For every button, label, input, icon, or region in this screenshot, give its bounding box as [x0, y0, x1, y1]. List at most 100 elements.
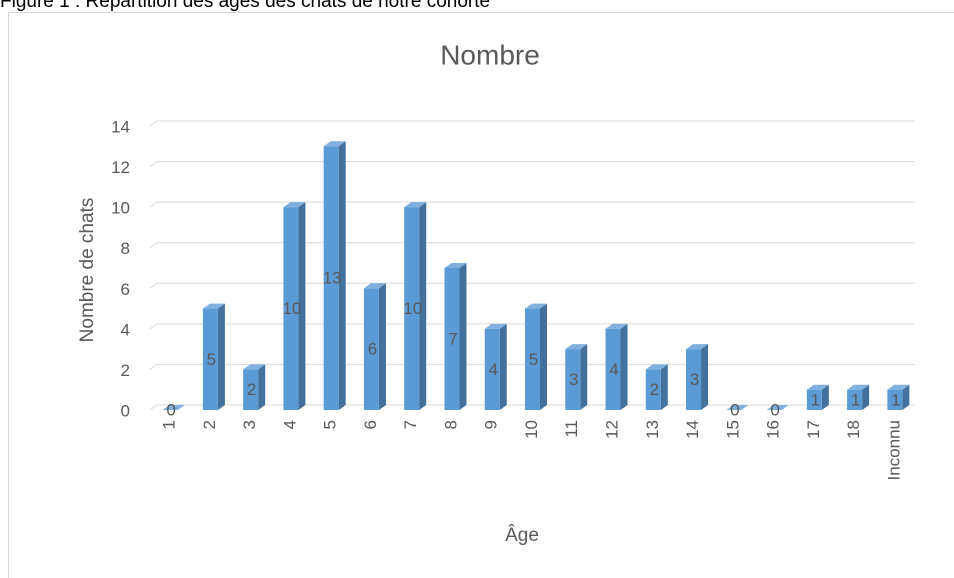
data-label: 5	[207, 350, 216, 369]
data-label: 2	[247, 380, 256, 399]
bar-top	[565, 344, 588, 350]
bar-front	[444, 268, 460, 410]
bar-top	[323, 141, 346, 147]
grid-line	[149, 282, 915, 289]
y-axis-label: Nombre de chats	[77, 198, 98, 343]
bar-side	[217, 303, 225, 410]
bar-side	[258, 364, 266, 410]
bar-top	[726, 405, 749, 410]
bar-top	[162, 405, 185, 410]
x-tick-label: 10	[522, 420, 541, 439]
y-tick-label: 8	[121, 239, 130, 258]
bar-front	[323, 146, 339, 411]
bar	[202, 303, 225, 410]
bar	[243, 364, 266, 410]
data-label: 7	[448, 329, 457, 348]
data-label: 0	[770, 400, 779, 419]
bar-top	[686, 344, 709, 350]
x-tick-label: 8	[441, 420, 460, 429]
caption: Figure 1 : Répartition des âges des chat…	[0, 0, 490, 12]
bar-side	[499, 323, 507, 410]
data-label: 0	[166, 400, 175, 419]
bar-front	[686, 349, 702, 410]
grid-line	[149, 201, 915, 208]
bar	[525, 303, 547, 410]
x-tick-label: 15	[723, 420, 742, 439]
bar-side	[459, 263, 467, 410]
bar-side	[660, 364, 668, 410]
bar-front	[565, 349, 581, 410]
x-tick-label: 5	[321, 420, 340, 429]
bar	[726, 405, 749, 410]
bar-front	[806, 389, 822, 410]
x-tick-label: 11	[562, 420, 581, 438]
x-tick-label: 3	[240, 420, 259, 429]
bar-top	[484, 323, 507, 329]
bar	[887, 384, 910, 410]
bar	[162, 405, 185, 410]
bar-side	[540, 303, 547, 410]
bar-top	[887, 384, 910, 390]
bar-top	[404, 202, 427, 208]
bar	[686, 344, 709, 410]
bar-front	[283, 207, 299, 410]
bar-top	[847, 384, 870, 390]
y-tick-label: 10	[111, 199, 130, 218]
grid-line	[149, 161, 915, 167]
bar-top	[766, 405, 789, 410]
bar-top	[806, 384, 829, 390]
grid-line	[149, 242, 915, 249]
bar-side	[620, 323, 628, 410]
x-tick-label: Inconnu	[884, 420, 903, 481]
bar	[806, 384, 829, 410]
data-label: 3	[569, 370, 578, 389]
bar-front	[525, 308, 540, 410]
bar-front	[484, 328, 500, 410]
x-tick-label: 9	[482, 420, 501, 429]
data-label: 13	[323, 269, 342, 288]
bar-top	[363, 283, 386, 289]
bar-front	[363, 288, 379, 410]
data-label: 5	[529, 350, 538, 369]
bar-top	[444, 263, 467, 268]
bar-front	[404, 207, 420, 410]
bar-side	[902, 384, 910, 410]
bar-side	[419, 202, 427, 410]
bar-front	[887, 389, 903, 410]
bar-front	[605, 328, 621, 410]
bar	[565, 344, 588, 410]
y-tick-label: 6	[121, 280, 130, 299]
y-tick-label: 12	[111, 158, 130, 177]
x-axis-label: Âge	[505, 524, 539, 546]
bar-side	[298, 202, 306, 410]
data-label: 6	[368, 340, 377, 359]
bar-front	[847, 389, 863, 410]
bar	[847, 384, 870, 410]
data-label: 4	[609, 360, 618, 379]
bar-side	[821, 384, 829, 410]
data-label: 1	[811, 390, 820, 409]
data-label: 0	[730, 400, 739, 419]
bar	[766, 405, 789, 410]
grid-line	[149, 120, 915, 127]
x-tick-label: 13	[643, 420, 662, 439]
x-tick-label: 7	[401, 420, 420, 429]
bar-side	[378, 283, 386, 410]
bar	[404, 202, 427, 410]
bar-top	[645, 364, 668, 370]
x-tick-label: 6	[361, 420, 380, 429]
bar-top	[283, 202, 306, 208]
grid-line	[149, 323, 915, 330]
bar-front	[645, 369, 661, 410]
y-tick-label: 2	[121, 361, 130, 380]
bar	[323, 141, 346, 411]
data-label: 10	[282, 299, 301, 318]
bar-side	[862, 384, 870, 410]
x-tick-label: 17	[804, 420, 823, 439]
x-tick-label: 18	[844, 420, 863, 439]
bar-side	[580, 344, 588, 410]
bar-front	[243, 369, 259, 410]
bar	[605, 323, 628, 410]
